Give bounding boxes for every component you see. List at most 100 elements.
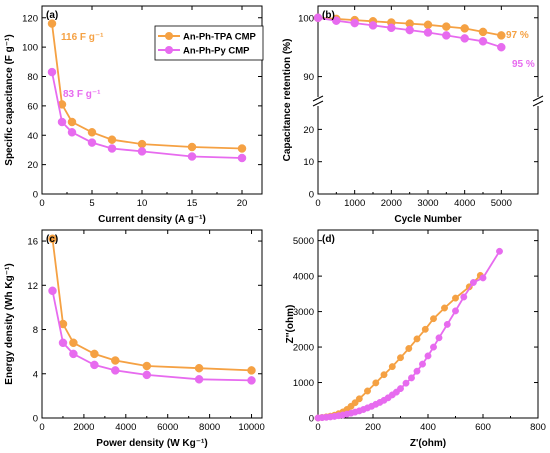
y-tick-label: 20 (303, 125, 314, 136)
panel-a-label: (a) (46, 10, 58, 21)
data-point-tpa (187, 142, 197, 152)
panel-a-series (47, 19, 247, 163)
data-point-py (48, 286, 57, 296)
data-point-tpa (372, 379, 380, 387)
data-point-tpa (452, 294, 459, 302)
data-point-py (111, 366, 120, 375)
y-tick-label: 20 (27, 160, 38, 171)
x-tick-label: 800 (530, 422, 546, 433)
data-point-tpa (137, 139, 147, 149)
axis-break-right-gap (532, 97, 542, 106)
data-point-tpa (111, 356, 120, 365)
data-point-py (350, 18, 359, 28)
data-point-py (430, 343, 437, 351)
y-tick-label: 5000 (293, 236, 314, 247)
y-tick-label: 1000 (293, 378, 314, 389)
data-point-tpa (87, 128, 97, 137)
x-tick-label: 0 (39, 198, 44, 209)
x-tick-label: 0 (315, 422, 320, 433)
annotation-a-magenta: 83 F g⁻¹ (63, 89, 101, 100)
data-point-tpa (460, 24, 469, 33)
axis-break-mark-1 (312, 95, 324, 102)
x-tick-label: 600 (475, 422, 491, 433)
data-point-py (460, 293, 468, 301)
data-point-py (405, 25, 414, 35)
data-point-tpa (47, 19, 57, 28)
data-point-py (332, 16, 341, 25)
x-tick-label: 10 (137, 198, 148, 209)
x-tick-label: 4000 (115, 422, 136, 433)
x-tick-label: 8000 (199, 422, 220, 433)
annotation-b-orange: 97 % (506, 30, 529, 41)
panel-d-ylabel: Z''(ohm) (285, 305, 296, 344)
legend-a-marker-2 (165, 46, 173, 54)
y-tick-label: 4 (33, 369, 38, 380)
data-point-tpa (247, 366, 256, 375)
data-point-py (107, 144, 117, 153)
data-point-py (397, 385, 404, 393)
y-tick-label: 0 (309, 414, 314, 425)
data-point-tpa (421, 325, 429, 333)
data-point-tpa (142, 361, 152, 371)
data-point-py (69, 349, 78, 359)
data-point-py (313, 13, 323, 23)
panel-c-frame (41, 229, 263, 419)
axis-break-mark-2 (312, 100, 324, 107)
x-tick-label: 400 (420, 422, 436, 433)
data-point-tpa (48, 234, 57, 244)
legend-a-box (154, 25, 264, 61)
x-tick-label: 0 (39, 422, 44, 433)
x-tick-label: 5 (89, 198, 94, 209)
panel-b-series (313, 13, 506, 52)
data-point-py (460, 34, 469, 43)
data-point-py (478, 37, 488, 46)
y-tick-label: 2000 (293, 343, 314, 354)
panel-c: 0 2000 4000 6000 8000 10000 0 4 8 12 16 (c) Power … (4, 229, 265, 449)
x-tick-label: 10000 (238, 422, 264, 433)
data-point-py (452, 307, 459, 315)
data-point-tpa (478, 27, 488, 37)
annotation-b-magenta: 95 % (512, 59, 535, 70)
panel-d-frame (317, 229, 539, 419)
y-tick-label: 0 (33, 414, 38, 425)
y-tick-label: 100 (22, 43, 38, 54)
y-tick-label: 12 (27, 281, 38, 292)
data-point-tpa (237, 144, 247, 153)
data-point-py (469, 279, 477, 286)
data-point-py (402, 379, 410, 387)
y-tick-label: 3000 (293, 307, 314, 318)
axis-break-mark-4 (532, 100, 544, 107)
x-tick-label: 5000 (491, 198, 512, 209)
panel-c-label: (c) (46, 234, 58, 245)
panel-d-label: (d) (322, 234, 335, 245)
legend-a-marker-1 (165, 32, 173, 40)
y-tick-label: 10 (303, 157, 314, 168)
panel-a-xlabel: Current density (A g⁻¹) (98, 214, 206, 225)
data-point-tpa (405, 345, 413, 352)
y-tick-label: 60 (27, 101, 38, 112)
panel-b-ylabel: Capacitance retention (%) (282, 39, 293, 162)
y-tick-label: 120 (22, 13, 38, 24)
legend-a: An-Ph-TPA CMP An-Ph-Py CMP (154, 25, 264, 61)
x-tick-label: 0 (315, 198, 320, 209)
data-point-tpa (194, 363, 204, 373)
data-point-py (435, 334, 443, 342)
panel-d-series (314, 247, 503, 422)
panel-b: 0 1000 2000 3000 4000 5000 0 10 20 90 100 (b) 97 %… (282, 5, 544, 225)
x-tick-label: 20 (237, 198, 248, 209)
data-point-py (67, 128, 77, 137)
panel-d-ticks: 0 200 400 600 800 0 1000 2000 3000 4000 5000 (293, 230, 546, 433)
data-point-py (137, 147, 147, 156)
data-point-tpa (413, 335, 421, 343)
data-point-py (387, 23, 396, 33)
data-point-py (368, 21, 378, 30)
data-point-tpa (441, 304, 448, 312)
data-point-py (58, 338, 68, 348)
data-point-tpa (430, 315, 437, 323)
panel-a: 0 5 10 15 20 0 20 40 60 80 100 120 (a) 116 F g⁻¹ 83… (4, 5, 264, 225)
data-point-py (479, 274, 487, 282)
x-tick-label: 1000 (344, 198, 365, 209)
data-point-tpa (67, 117, 77, 127)
y-tick-label: 90 (303, 72, 314, 83)
panel-c-xlabel: Power density (W Kg⁻¹) (96, 438, 207, 449)
